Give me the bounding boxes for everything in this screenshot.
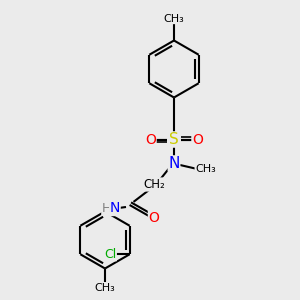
Text: CH₃: CH₃ — [94, 283, 116, 293]
Text: S: S — [169, 132, 179, 147]
Text: Cl: Cl — [104, 248, 116, 261]
Text: CH₃: CH₃ — [195, 164, 216, 175]
Text: N: N — [110, 202, 120, 215]
Text: O: O — [145, 133, 156, 146]
Text: H: H — [102, 202, 111, 215]
Text: O: O — [148, 211, 159, 224]
Text: N: N — [168, 156, 180, 171]
Text: CH₃: CH₃ — [164, 14, 184, 24]
Text: O: O — [192, 133, 203, 146]
Text: CH₂: CH₂ — [144, 178, 165, 191]
